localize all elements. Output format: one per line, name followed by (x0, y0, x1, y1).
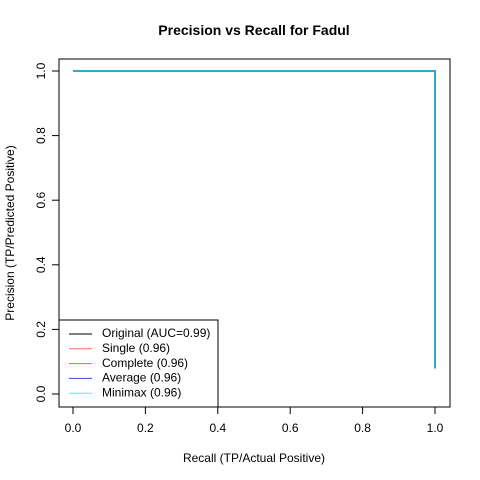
legend-label: Complete (0.96) (102, 356, 188, 370)
legend-label: Single (0.96) (102, 341, 170, 355)
y-tick-label: 1.0 (34, 62, 48, 79)
x-tick-label: 0.6 (282, 421, 299, 435)
legend-label: Minimax (0.96) (102, 385, 181, 399)
legend-label: Average (0.96) (102, 371, 181, 385)
x-tick-label: 0.8 (354, 421, 371, 435)
x-tick-label: 0.4 (209, 421, 226, 435)
y-tick-label: 0.4 (34, 256, 48, 273)
x-tick-label: 1.0 (427, 421, 444, 435)
y-tick-label: 0.2 (34, 321, 48, 338)
series-line (73, 70, 436, 369)
x-tick-label: 0.2 (137, 421, 154, 435)
series-lines (73, 70, 436, 369)
x-axis-label: Recall (TP/Actual Positive) (183, 451, 325, 465)
legend-label: Original (AUC=0.99) (102, 326, 210, 340)
y-tick-label: 0.0 (34, 385, 48, 402)
x-tick-label: 0.0 (65, 421, 82, 435)
legend: Original (AUC=0.99)Single (0.96)Complete… (58, 319, 219, 408)
y-tick-label: 0.6 (34, 192, 48, 209)
x-axis: 0.0 0.2 0.4 0.6 0.8 1.0 (65, 406, 444, 435)
y-axis-label: Precision (TP/Predicted Positive) (3, 145, 17, 320)
chart-title: Precision vs Recall for Fadul (158, 22, 349, 38)
y-axis: 0.0 0.2 0.4 0.6 0.8 1.0 (34, 62, 60, 402)
y-tick-label: 0.8 (34, 127, 48, 144)
